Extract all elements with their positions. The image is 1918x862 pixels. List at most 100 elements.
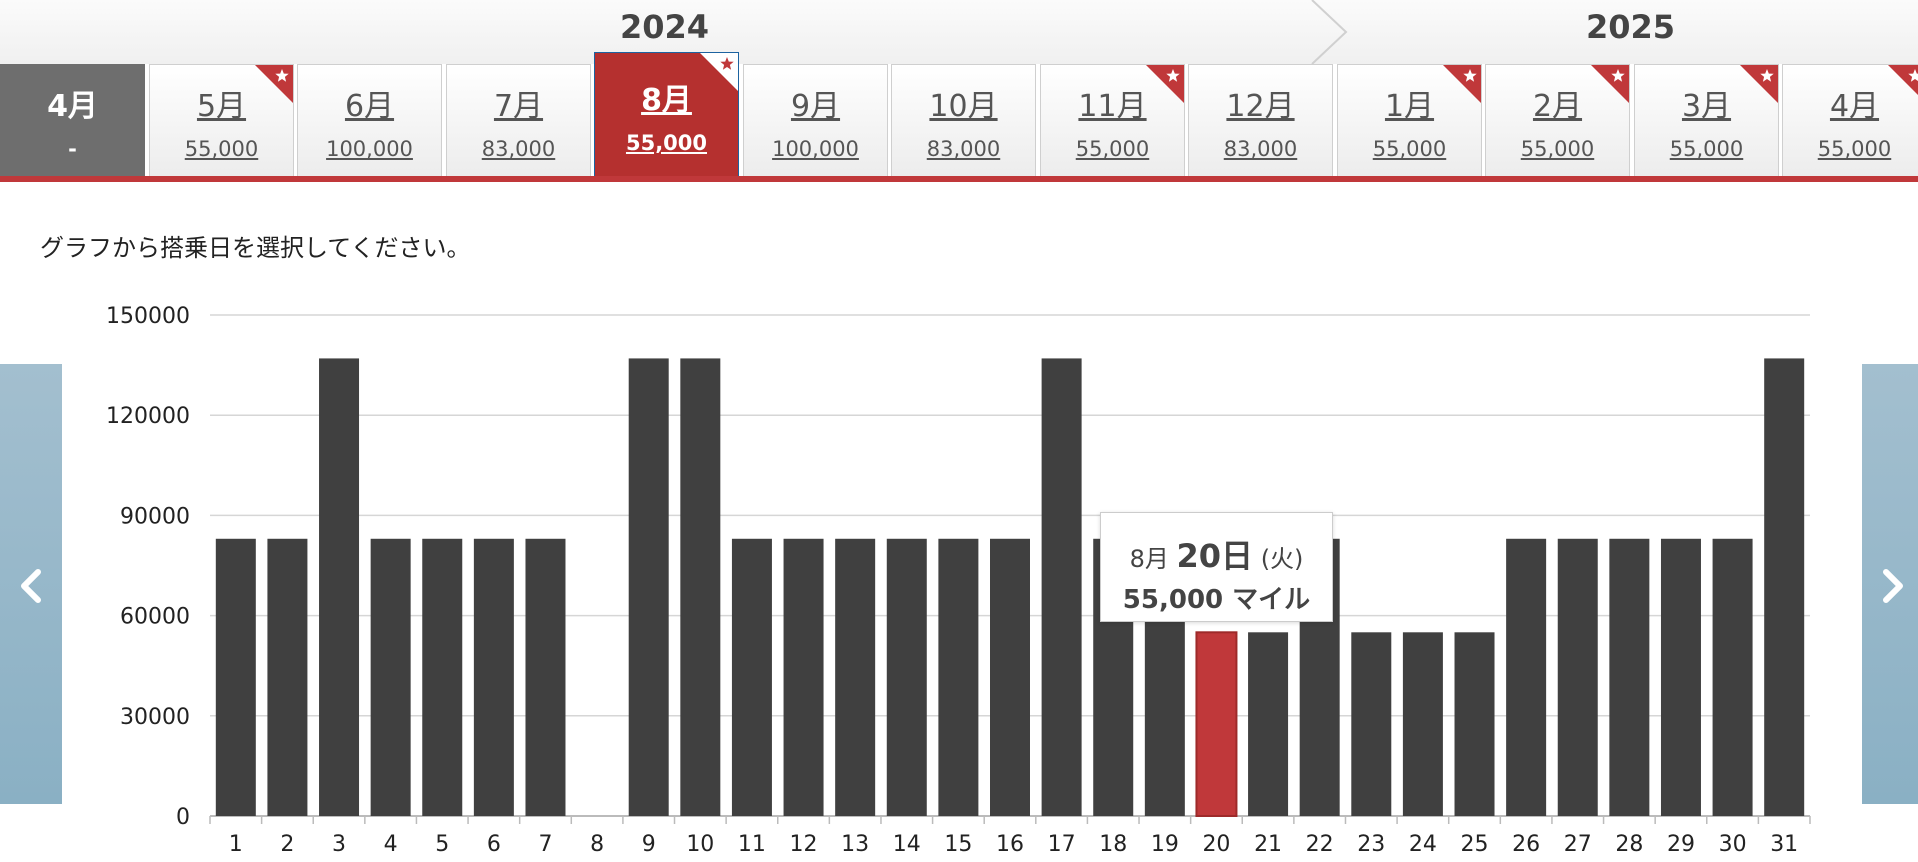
bar-day-2[interactable] (267, 538, 308, 816)
bar-day-9[interactable] (628, 358, 669, 816)
bar-day-21[interactable] (1248, 632, 1289, 816)
x-tick-label: 28 (1615, 832, 1643, 857)
bar-day-17[interactable] (1041, 358, 1082, 816)
x-tick-label: 5 (435, 832, 449, 857)
month-tab-3[interactable]: 7月 83,000 (446, 64, 591, 178)
star-icon (1443, 65, 1481, 103)
month-tab-miles: 55,000 (1075, 137, 1150, 161)
month-tab-2[interactable]: 6月 100,000 (297, 64, 442, 178)
month-tab-6[interactable]: 10月 83,000 (891, 64, 1036, 178)
bar-day-25[interactable] (1454, 632, 1495, 816)
y-tick-label: 60000 (120, 605, 190, 630)
bar-day-10[interactable] (680, 358, 721, 816)
y-tick-label: 30000 (120, 705, 190, 730)
bar-day-6[interactable] (473, 538, 514, 816)
x-tick-label: 10 (686, 832, 714, 857)
year-separator-chevron-icon (1311, 0, 1348, 64)
month-tab-miles: - (68, 137, 77, 161)
bar-day-27[interactable] (1557, 538, 1598, 816)
year-label-2025: 2025 (1586, 8, 1676, 46)
bar-day-3[interactable] (319, 358, 360, 816)
month-tab-miles: 100,000 (326, 137, 413, 161)
month-tab-label: 9月 (790, 89, 841, 124)
star-icon (1146, 65, 1184, 103)
month-tab-label: 7月 (493, 89, 544, 124)
x-tick-label: 7 (538, 832, 552, 857)
month-tab-10[interactable]: 2月 55,000 (1485, 64, 1630, 178)
x-tick-label: 29 (1667, 832, 1695, 857)
x-tick-label: 24 (1409, 832, 1437, 857)
bar-day-5[interactable] (422, 538, 463, 816)
month-tab-miles: 55,000 (1520, 137, 1595, 161)
month-tab-label: 6月 (344, 89, 395, 124)
tooltip-miles: 55,000 マイル (1122, 585, 1311, 615)
x-tick-label: 1 (229, 832, 243, 857)
bar-day-16[interactable] (990, 538, 1030, 816)
bar-day-15[interactable] (938, 538, 979, 816)
month-tab-miles: 55,000 (1817, 137, 1892, 161)
bar-day-23[interactable] (1351, 632, 1392, 816)
month-tab-7[interactable]: 11月 55,000 (1040, 64, 1185, 178)
month-tab-label: 12月 (1226, 89, 1295, 124)
x-tick-label: 25 (1461, 832, 1489, 857)
month-tab-1[interactable]: 5月 55,000 (149, 64, 294, 178)
month-tab-miles: 55,000 (625, 131, 708, 155)
bar-day-12[interactable] (783, 538, 824, 816)
month-tab-label: 2月 (1532, 89, 1583, 124)
bar-day-24[interactable] (1402, 632, 1443, 816)
bar-day-26[interactable] (1506, 538, 1547, 816)
bar-day-4[interactable] (370, 538, 411, 816)
bar-day-29[interactable] (1660, 538, 1701, 816)
x-tick-label: 31 (1770, 832, 1798, 857)
month-tab-12[interactable]: 4月 55,000 (1782, 64, 1918, 178)
year-header: 2024 2025 (0, 0, 1918, 64)
month-tab-miles: 55,000 (184, 137, 259, 161)
tooltip-month: 8月 (1129, 545, 1169, 573)
star-icon (700, 53, 738, 91)
x-tick-label: 22 (1306, 832, 1334, 857)
y-tick-label: 0 (176, 805, 190, 830)
x-tick-label: 6 (487, 832, 501, 857)
star-icon (1888, 65, 1918, 95)
previous-arrow-button[interactable] (0, 364, 62, 804)
bar-day-7[interactable] (525, 538, 566, 816)
month-tab-miles: 100,000 (772, 137, 859, 161)
month-tab-0: 4月 - (0, 64, 145, 178)
month-tab-4[interactable]: 8月 55,000 (594, 52, 739, 178)
month-tab-miles: 55,000 (1669, 137, 1744, 161)
next-arrow-button[interactable] (1862, 364, 1918, 804)
x-tick-label: 9 (642, 832, 656, 857)
bar-day-13[interactable] (835, 538, 876, 816)
month-tabs: 4月 - 5月 55,000 6月 100,000 7月 83,000 8月 55,000 9月 10… (0, 52, 1918, 178)
x-tick-label: 20 (1202, 832, 1230, 857)
bar-day-14[interactable] (886, 538, 927, 816)
chevron-left-icon (21, 569, 41, 603)
bar-day-28[interactable] (1609, 538, 1650, 816)
month-tab-5[interactable]: 9月 100,000 (743, 64, 888, 178)
star-icon (255, 65, 293, 103)
year-label-2024: 2024 (620, 8, 710, 46)
y-tick-label: 150000 (106, 304, 190, 329)
star-icon (1740, 65, 1778, 103)
bar-day-1[interactable] (215, 538, 256, 816)
month-tab-9[interactable]: 1月 55,000 (1337, 64, 1482, 178)
bar-day-31[interactable] (1764, 358, 1805, 816)
month-tab-11[interactable]: 3月 55,000 (1634, 64, 1779, 178)
x-tick-label: 3 (332, 832, 346, 857)
instruction-text: グラフから搭乗日を選択してください。 (40, 234, 471, 262)
x-tick-label: 8 (590, 832, 604, 857)
bar-selected-day-20[interactable] (1195, 631, 1238, 817)
x-tick-label: 30 (1719, 832, 1747, 857)
month-tab-label: 3月 (1681, 89, 1732, 124)
month-tab-8[interactable]: 12月 83,000 (1188, 64, 1333, 178)
x-tick-label: 18 (1099, 832, 1127, 857)
x-tick-label: 26 (1512, 832, 1540, 857)
bar-day-30[interactable] (1712, 538, 1753, 816)
x-tick-label: 27 (1564, 832, 1592, 857)
bar-day-11[interactable] (731, 538, 772, 816)
x-tick-label: 14 (893, 832, 921, 857)
x-tick-label: 11 (738, 832, 766, 857)
month-tab-miles: 83,000 (926, 137, 1001, 161)
x-tick-label: 15 (944, 832, 972, 857)
